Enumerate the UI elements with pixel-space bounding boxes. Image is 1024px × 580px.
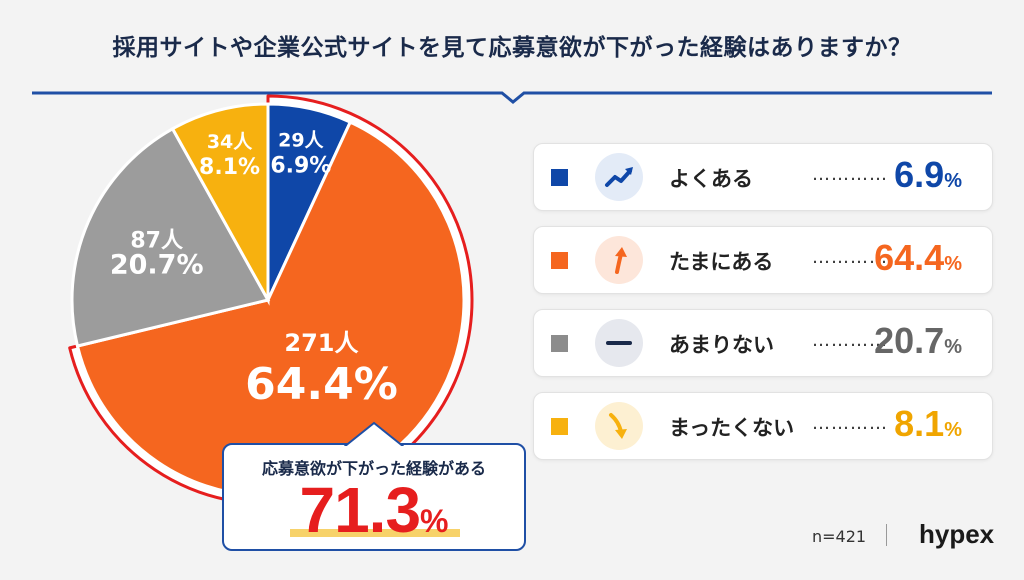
legend-dots: ………… bbox=[812, 413, 888, 434]
legend-label: たまにある bbox=[669, 250, 774, 274]
slice-count-label: 271人 bbox=[284, 329, 358, 357]
sample-size: n=421 bbox=[812, 527, 867, 546]
legend-label: あまりない bbox=[669, 333, 774, 357]
legend-label: よくある bbox=[669, 167, 753, 191]
minus-icon bbox=[595, 319, 643, 367]
slice-percent-label: 8.1% bbox=[199, 155, 260, 180]
legend-percent: 8.1% bbox=[894, 403, 962, 445]
slice-percent-label: 6.9% bbox=[270, 154, 331, 179]
callout-pointer bbox=[344, 421, 404, 449]
arrow-down-right-icon bbox=[595, 402, 643, 450]
page-title: 採用サイトや企業公式サイトを見て応募意欲が下がった経験はありますか？ bbox=[112, 35, 912, 61]
legend-swatch bbox=[551, 252, 568, 269]
summary-callout: 応募意欲が下がった経験がある 71.3% bbox=[222, 421, 526, 551]
callout-number: 71.3 bbox=[299, 474, 421, 546]
slice-rarely bbox=[70, 126, 271, 348]
legend-swatch bbox=[551, 169, 568, 186]
legend-dots: ………… bbox=[812, 164, 888, 185]
legend-percent: 6.9% bbox=[894, 154, 962, 196]
legend-percent-unit: % bbox=[944, 170, 962, 192]
pie-chart: 29人 6.9% 271人 64.4% 87人 20.7% 34人 8.1% bbox=[68, 94, 474, 506]
slice-percent-label: 64.4% bbox=[245, 359, 398, 410]
legend-dots: ………… bbox=[812, 330, 888, 351]
callout-unit: % bbox=[420, 503, 449, 539]
callout-highlight bbox=[290, 529, 460, 537]
legend-percent: 20.7% bbox=[874, 320, 962, 362]
slice-count-label: 29人 bbox=[278, 130, 324, 152]
legend-swatch bbox=[551, 335, 568, 352]
footer-divider bbox=[886, 524, 887, 546]
legend-item-rarely: あまりない ………… 20.7% bbox=[533, 309, 993, 377]
legend-label: まったくない bbox=[669, 416, 795, 440]
slice-percent-label: 20.7% bbox=[110, 249, 204, 280]
slice-never bbox=[170, 102, 270, 306]
slice-count-label: 87人 bbox=[130, 228, 183, 253]
legend-swatch bbox=[551, 418, 568, 435]
arrow-up-icon bbox=[595, 236, 643, 284]
trend-up-icon bbox=[595, 153, 643, 201]
legend-percent-number: 64.4 bbox=[874, 237, 945, 278]
callout-text: 応募意欲が下がった経験がある bbox=[261, 459, 486, 478]
legend-item-sometimes: たまにある ………… 64.4% bbox=[533, 226, 993, 294]
callout-value: 71.3% bbox=[224, 473, 524, 547]
slice-count-label: 34人 bbox=[207, 131, 253, 153]
brand-logo: hypex bbox=[919, 519, 995, 549]
legend-dots: ………… bbox=[812, 247, 888, 268]
legend-percent-unit: % bbox=[944, 253, 962, 275]
legend-percent-unit: % bbox=[944, 336, 962, 358]
legend-percent-number: 6.9 bbox=[894, 154, 945, 195]
legend-percent-number: 20.7 bbox=[874, 320, 945, 361]
legend-item-never: まったくない ………… 8.1% bbox=[533, 392, 993, 460]
legend-percent-number: 8.1 bbox=[894, 403, 945, 444]
legend-percent: 64.4% bbox=[874, 237, 962, 279]
title-divider bbox=[32, 91, 992, 104]
legend-item-often: よくある ………… 6.9% bbox=[533, 143, 993, 211]
legend-percent-unit: % bbox=[944, 419, 962, 441]
